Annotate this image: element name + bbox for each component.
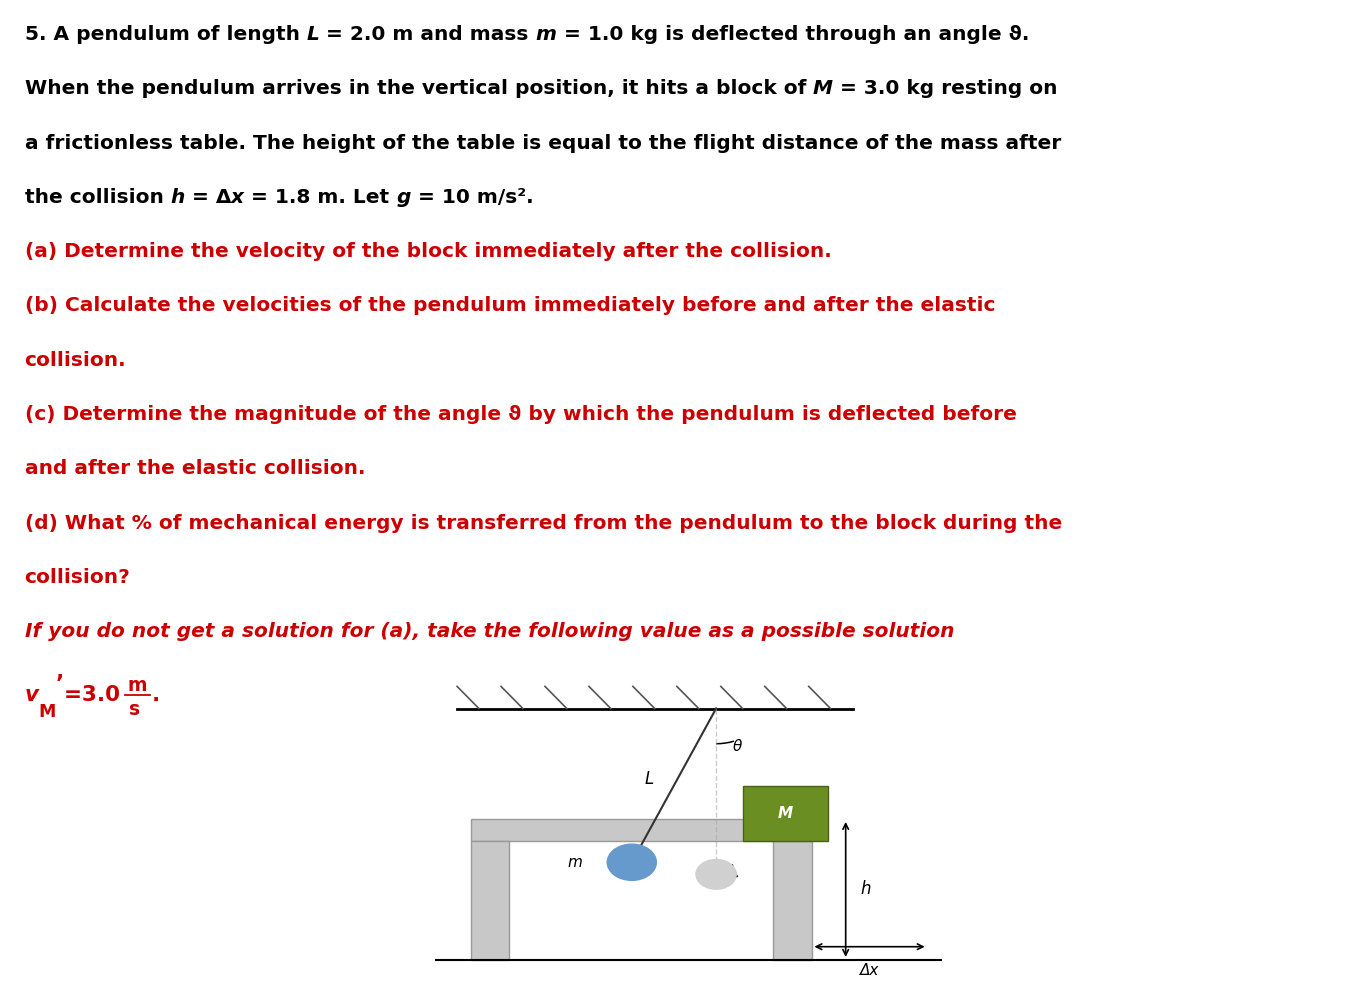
- Text: If you do not get a solution for (a), take the following value as a possible sol: If you do not get a solution for (a), ta…: [25, 622, 953, 641]
- Text: 5. A pendulum of length: 5. A pendulum of length: [25, 25, 307, 44]
- Text: (b) Calculate the velocities of the pendulum immediately before and after the el: (b) Calculate the velocities of the pend…: [25, 296, 996, 316]
- Text: L: L: [307, 25, 319, 44]
- Text: = 10 m/s².: = 10 m/s².: [411, 188, 533, 207]
- Bar: [773, 841, 812, 960]
- Text: = Δ: = Δ: [184, 188, 232, 207]
- Bar: [471, 819, 812, 841]
- Text: m: m: [536, 25, 557, 44]
- Text: s: s: [130, 699, 140, 719]
- Text: Δx: Δx: [859, 963, 880, 978]
- Circle shape: [696, 859, 737, 889]
- Bar: [471, 841, 509, 960]
- Text: the collision: the collision: [25, 188, 170, 207]
- Text: ’: ’: [56, 674, 64, 694]
- Text: M: M: [38, 702, 56, 721]
- Text: m: m: [567, 855, 582, 869]
- Text: and after the elastic collision.: and after the elastic collision.: [25, 459, 366, 478]
- Text: collision?: collision?: [25, 568, 131, 587]
- Text: v: v: [25, 684, 38, 705]
- Text: =3.0: =3.0: [64, 684, 128, 705]
- Bar: [743, 786, 828, 841]
- Text: x: x: [232, 188, 244, 207]
- Text: m: m: [128, 676, 147, 695]
- Text: = 2.0 m and mass: = 2.0 m and mass: [319, 25, 536, 44]
- Text: collision.: collision.: [25, 351, 127, 370]
- Text: L: L: [645, 771, 653, 788]
- Circle shape: [607, 844, 656, 880]
- Text: (a) Determine the velocity of the block immediately after the collision.: (a) Determine the velocity of the block …: [25, 242, 831, 261]
- Text: (c) Determine the magnitude of the angle ϑ by which the pendulum is deflected be: (c) Determine the magnitude of the angle…: [25, 405, 1016, 424]
- Text: (d) What % of mechanical energy is transferred from the pendulum to the block du: (d) What % of mechanical energy is trans…: [25, 514, 1061, 533]
- Text: a frictionless table. The height of the table is equal to the flight distance of: a frictionless table. The height of the …: [25, 134, 1061, 153]
- Text: h: h: [861, 880, 872, 898]
- Text: θ: θ: [732, 740, 742, 754]
- Text: = 3.0 kg resting on: = 3.0 kg resting on: [833, 79, 1057, 98]
- Text: = 1.8 m. Let: = 1.8 m. Let: [244, 188, 397, 207]
- Text: h: h: [170, 188, 184, 207]
- Text: M: M: [777, 806, 794, 821]
- Text: g: g: [397, 188, 411, 207]
- Text: = 1.0 kg is deflected through an angle ϑ.: = 1.0 kg is deflected through an angle ϑ…: [557, 25, 1030, 44]
- Text: When the pendulum arrives in the vertical position, it hits a block of: When the pendulum arrives in the vertica…: [25, 79, 813, 98]
- Text: .: .: [151, 684, 160, 705]
- Text: M: M: [813, 79, 833, 98]
